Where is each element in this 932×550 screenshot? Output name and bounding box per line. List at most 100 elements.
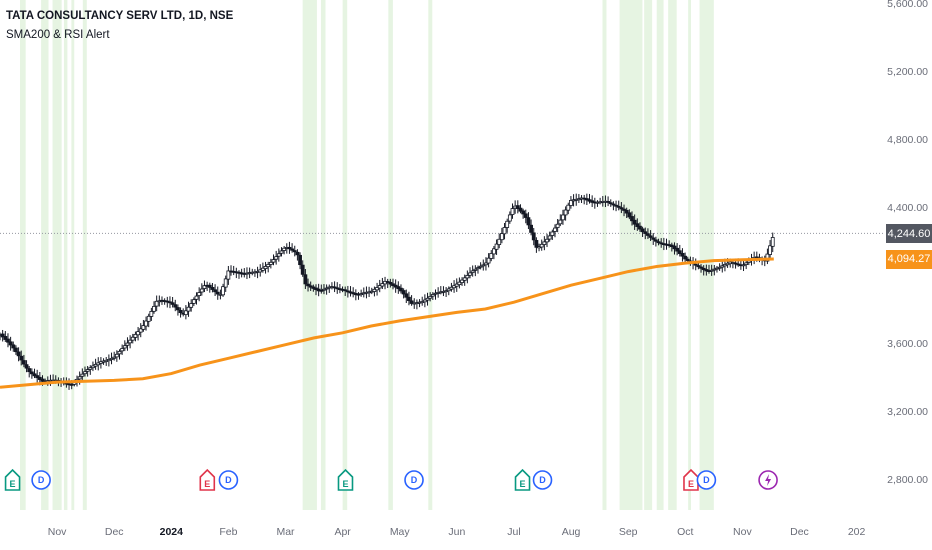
candle-body — [462, 277, 467, 281]
time-tick-label: Nov — [48, 526, 67, 538]
candle-body — [332, 286, 337, 289]
candle-body — [125, 342, 130, 346]
highlight-band — [668, 0, 677, 510]
candle-body — [473, 268, 478, 271]
candle-body — [635, 223, 640, 227]
candle-body — [653, 239, 658, 242]
candle-body — [106, 359, 111, 362]
price-tick-label: 4,800.00 — [887, 134, 928, 146]
candle-body — [701, 267, 706, 271]
candle-body — [444, 290, 449, 293]
candle-body — [584, 198, 589, 201]
time-tick-label: 202 — [848, 526, 866, 538]
candle-body — [566, 204, 571, 211]
candle-body — [141, 325, 146, 330]
dividend-icon: D — [532, 470, 553, 490]
svg-text:E: E — [688, 479, 694, 489]
candle-body — [409, 300, 414, 304]
earnings-icon: E — [337, 468, 354, 491]
candle-body — [476, 267, 480, 270]
time-tick-label: Jul — [507, 526, 520, 538]
candle-body — [470, 270, 475, 273]
candle-body — [290, 248, 294, 251]
candle-body — [96, 362, 101, 366]
highlight-band — [19, 0, 26, 510]
candle-body — [717, 266, 722, 269]
candle-body — [130, 336, 135, 341]
candle-body — [80, 373, 85, 377]
sma-price-tag: 4,094.27 — [886, 249, 932, 269]
candle-body — [746, 260, 751, 263]
candle-body — [3, 336, 8, 340]
candle-body — [407, 296, 411, 302]
svg-text:D: D — [539, 475, 546, 485]
candle-body — [282, 247, 287, 251]
candle-body — [372, 288, 377, 292]
dividend-icon: D — [218, 470, 239, 490]
price-tick-label: 4,400.00 — [887, 202, 928, 214]
highlight-band — [52, 0, 62, 510]
candle-body — [648, 235, 653, 238]
candle-body — [152, 306, 156, 312]
highlight-band — [699, 0, 714, 510]
candle-body — [765, 253, 770, 262]
candle-body — [396, 286, 401, 290]
candle-body — [547, 235, 552, 240]
candle-body — [377, 285, 382, 289]
candle-body — [133, 333, 138, 338]
candle-body — [343, 289, 348, 292]
candle-body — [263, 265, 268, 269]
highlight-band — [688, 0, 691, 510]
price-tick-label: 2,800.00 — [887, 474, 928, 486]
candle-body — [558, 219, 563, 225]
candle-body — [486, 257, 491, 264]
candle-body — [723, 264, 727, 267]
svg-text:E: E — [520, 479, 526, 489]
time-tick-label: Dec — [105, 526, 124, 538]
candle-body — [622, 208, 626, 211]
symbol-title[interactable]: TATA CONSULTANCY SERV LTD, 1D, NSE — [6, 10, 234, 22]
candle-body — [401, 290, 406, 295]
candle-body — [510, 208, 515, 215]
candle-body — [693, 263, 698, 266]
candle-body — [319, 289, 324, 292]
candle-body — [40, 378, 45, 382]
candle-body — [215, 291, 220, 295]
candle-body — [489, 253, 494, 259]
candle-body — [542, 241, 547, 245]
last-price-tag: 4,244.60 — [886, 224, 932, 244]
candle-body — [515, 205, 520, 210]
candle-body — [624, 209, 629, 214]
candle-body — [11, 344, 16, 349]
candle-body — [120, 348, 125, 352]
indicator-name[interactable]: SMA200 & RSI Alert — [6, 29, 110, 41]
highlight-band — [619, 0, 643, 510]
candle-body — [0, 333, 5, 338]
dividend-icon: D — [696, 470, 717, 490]
candle-body — [494, 243, 499, 250]
candle-body — [114, 353, 119, 358]
candle-body — [226, 270, 231, 280]
candle-body — [85, 369, 90, 372]
candle-body — [223, 278, 228, 288]
candle-body — [380, 283, 385, 287]
candle-body — [191, 299, 196, 304]
candle-body — [117, 350, 122, 355]
candle-body — [183, 310, 188, 316]
earnings-icon: E — [514, 468, 531, 491]
candle-body — [545, 238, 549, 243]
price-axis[interactable]: 5,600.00 5,200.00 4,800.00 4,400.00 3,600.00… — [887, 0, 928, 486]
candle-body — [138, 328, 143, 333]
time-axis[interactable]: Nov Dec 2024 Feb Mar Apr May Jun Jul Aug Sep Oct Nov… — [48, 526, 866, 538]
candle-body — [428, 296, 433, 299]
candle-body — [422, 299, 427, 303]
time-tick-label: Mar — [276, 526, 295, 538]
candle-body — [345, 290, 350, 293]
candle-body — [29, 371, 34, 375]
candlesticks — [0, 193, 775, 390]
candle-body — [154, 300, 159, 307]
candle-body — [24, 364, 29, 369]
svg-text:E: E — [10, 479, 16, 489]
